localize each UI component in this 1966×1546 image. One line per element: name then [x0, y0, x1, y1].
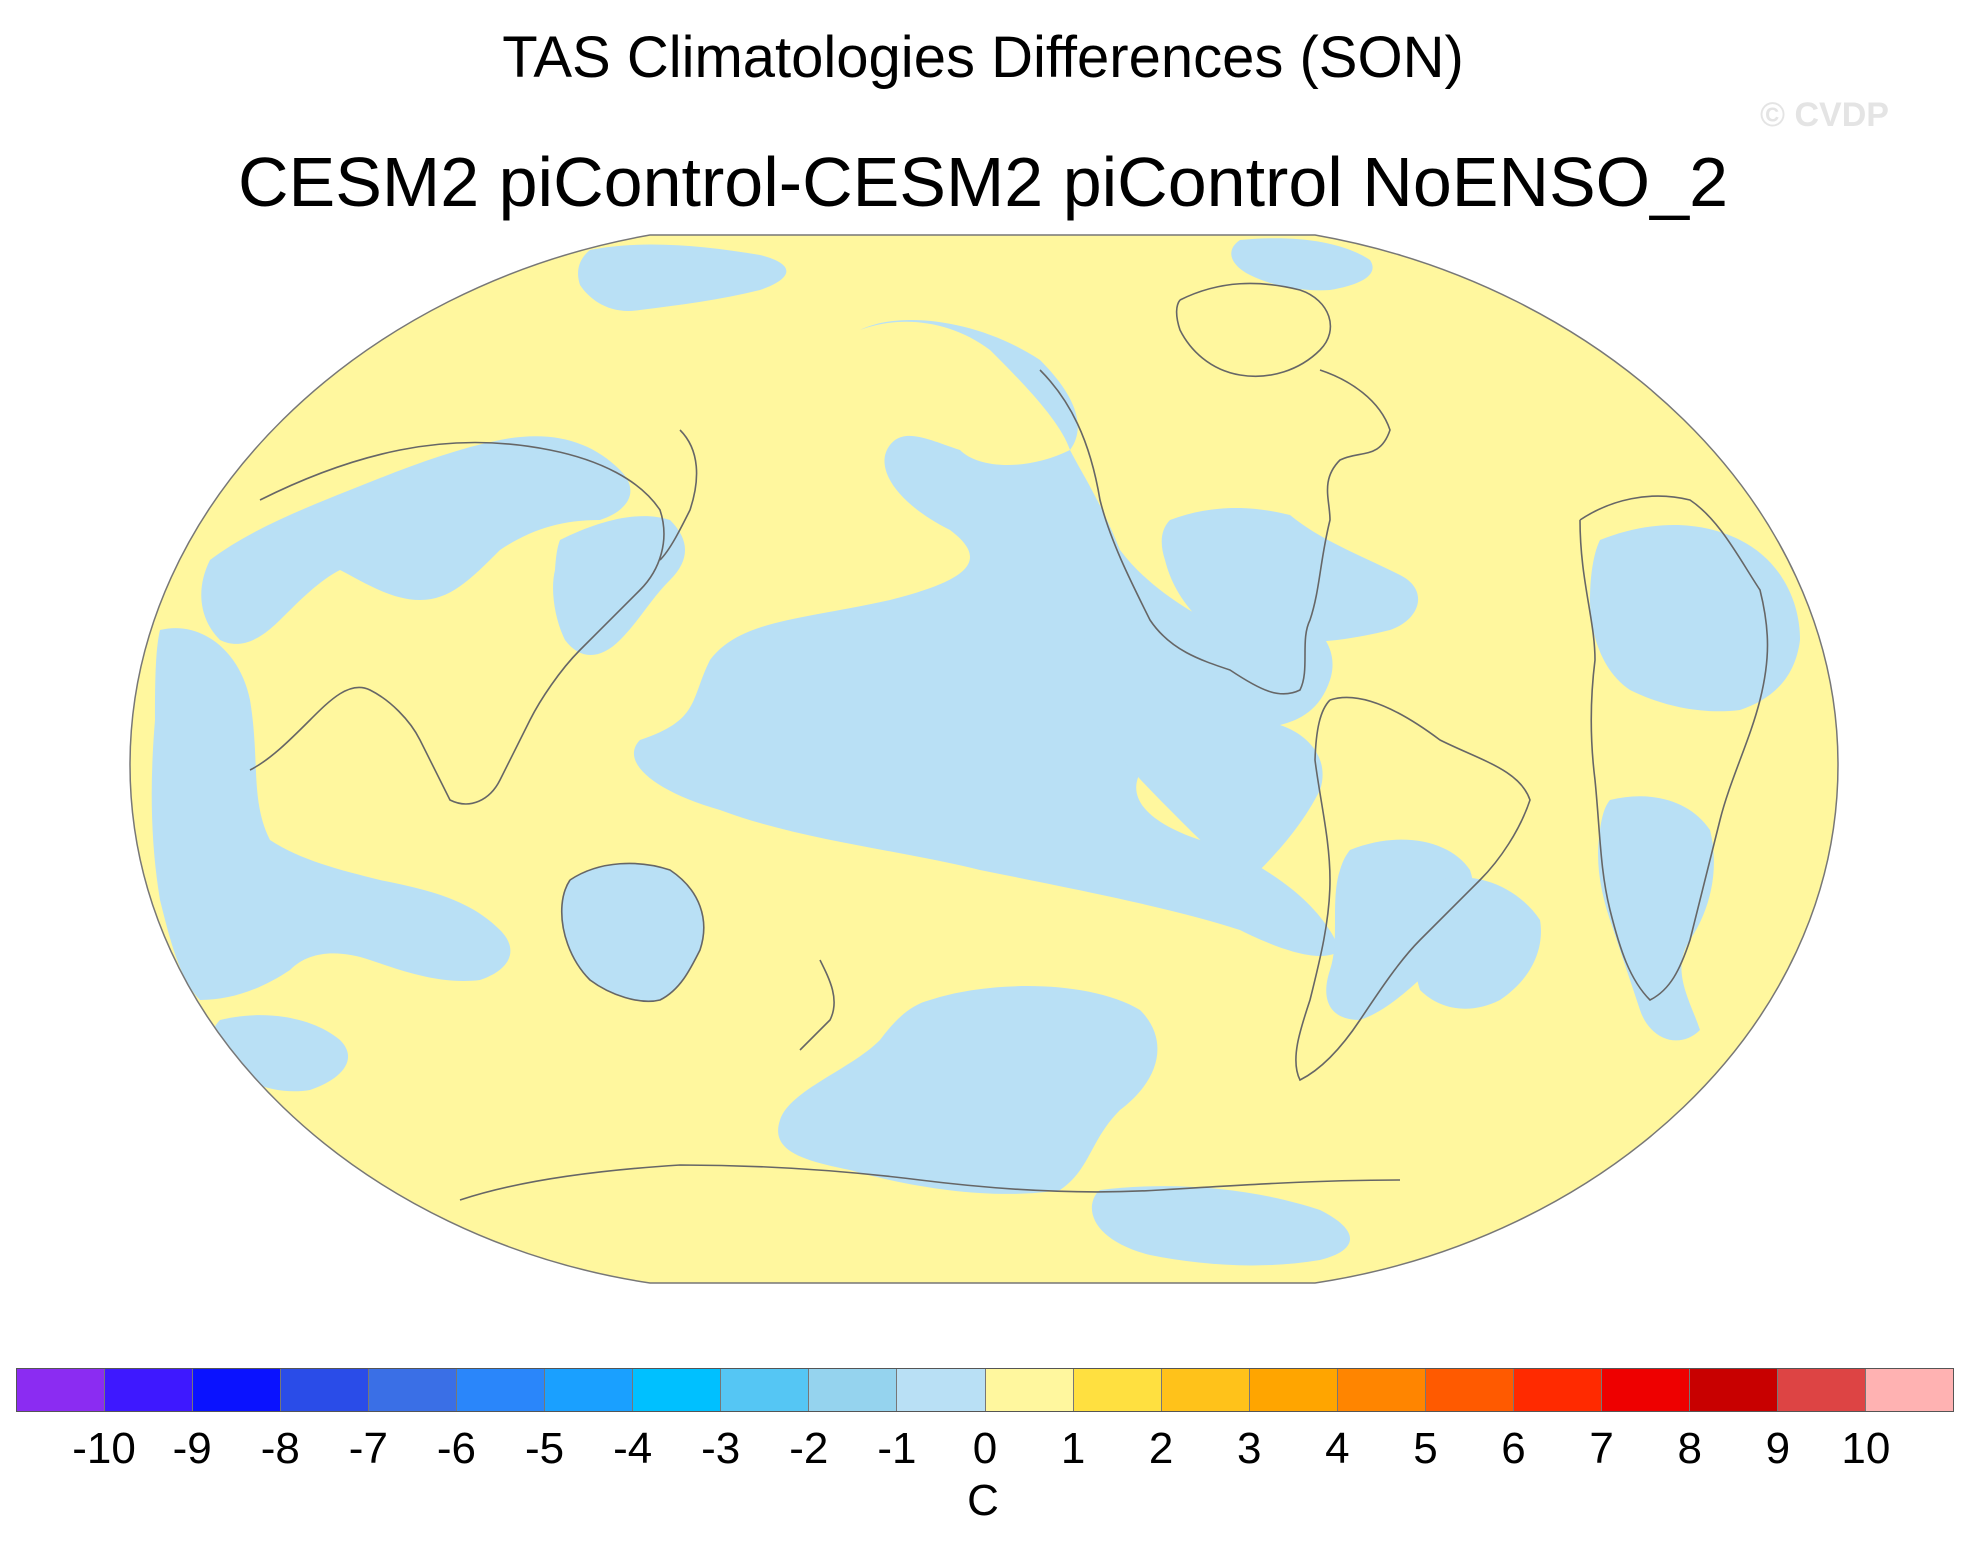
negative-region-indian-ocean	[151, 628, 511, 1000]
negative-region-arctic-west	[578, 244, 787, 311]
negative-region-southeast-indian	[1598, 796, 1714, 1041]
colorbar-swatch	[281, 1369, 370, 1411]
coastline-eurasia	[249, 441, 665, 805]
colorbar-swatch	[809, 1369, 898, 1411]
colorbar-swatch	[1777, 1369, 1866, 1411]
colorbar-tick-label: 10	[1841, 1424, 1891, 1473]
colorbar-unit: C	[967, 1476, 999, 1525]
negative-region-south-atlantic	[1326, 839, 1474, 1020]
colorbar-tick-label: -3	[701, 1424, 741, 1473]
colorbar-tick-label: -5	[524, 1424, 565, 1473]
colorbar-swatch	[457, 1369, 546, 1411]
colorbar-tick-label: 0	[972, 1424, 998, 1473]
colorbar	[16, 1368, 1954, 1412]
colorbar-swatch	[1337, 1369, 1426, 1411]
colorbar-tick-label: -2	[789, 1424, 829, 1473]
colorbar-tick-labels: -10 -9 -8 -7 -6 -5 -4 -3 -2 -1 0 1 2 3 4 5 6 7 8 9 10	[0, 1424, 1966, 1484]
coastlines	[249, 282, 1769, 1201]
colorbar-tick-label: 4	[1325, 1424, 1350, 1473]
colorbar-swatch	[633, 1369, 722, 1411]
colorbar-tick-label: -4	[613, 1424, 653, 1473]
colorbar-tick-label: 6	[1501, 1424, 1526, 1473]
colorbar-swatch	[105, 1369, 194, 1411]
coastline-new-zealand	[799, 959, 835, 1051]
negative-region-north-atlantic	[1161, 508, 1419, 644]
colorbar-swatch	[1513, 1369, 1602, 1411]
colorbar-tick-label: 9	[1765, 1424, 1791, 1473]
coastline-africa	[1579, 495, 1769, 1001]
colorbar-swatch	[985, 1369, 1074, 1411]
colorbar-swatch	[897, 1369, 986, 1411]
coastline-north-america	[1039, 369, 1391, 695]
negative-region-southern-ocean	[1091, 1186, 1350, 1266]
colorbar-swatch	[1865, 1369, 1954, 1411]
negative-region-east-pacific	[1076, 607, 1333, 880]
colorbar-tick-label: -6	[436, 1424, 477, 1473]
colorbar-swatch	[1073, 1369, 1162, 1411]
colorbar-swatch	[1161, 1369, 1250, 1411]
negative-region-arctic-east	[1231, 238, 1373, 291]
map-boundary	[129, 234, 1839, 1284]
figure-subtitle: CESM2 piControl-CESM2 piControl NoENSO_2	[238, 143, 1728, 221]
world-map	[129, 234, 1839, 1284]
negative-region-central-pacific	[633, 320, 1340, 956]
colorbar-tick-label: 1	[1060, 1424, 1086, 1473]
map-fill-layer	[130, 235, 1838, 1283]
colorbar-tick-label: 8	[1677, 1424, 1702, 1473]
colorbar-tick-label: 2	[1148, 1424, 1174, 1473]
watermark: © CVDP	[1760, 96, 1889, 134]
colorbar-tick-label: -7	[348, 1424, 388, 1473]
colorbar-swatch	[1601, 1369, 1690, 1411]
negative-region-weddell	[205, 1135, 339, 1200]
negative-region-south-pacific	[778, 986, 1158, 1194]
colorbar-tick-label: -10	[72, 1424, 136, 1473]
colorbar-swatch	[17, 1369, 106, 1411]
colorbar-swatch	[1425, 1369, 1514, 1411]
figure-title: TAS Climatologies Differences (SON)	[502, 25, 1464, 90]
colorbar-tick-label: -9	[172, 1424, 212, 1473]
negative-region-asia	[201, 436, 631, 644]
colorbar-swatch	[193, 1369, 282, 1411]
colorbar-swatch	[721, 1369, 810, 1411]
colorbar-swatch	[545, 1369, 634, 1411]
coastline-greenland	[1175, 282, 1332, 378]
colorbar-swatch	[1249, 1369, 1338, 1411]
negative-region-east-asia	[553, 516, 685, 655]
colorbar-tick-label: 7	[1589, 1424, 1614, 1473]
colorbar-swatch	[369, 1369, 458, 1411]
colorbar-tick-label: 3	[1237, 1424, 1262, 1473]
negative-region-australia	[561, 863, 704, 1002]
coastline-japan	[659, 429, 698, 561]
colorbar-swatch	[1689, 1369, 1778, 1411]
negative-region-southwest-atlantic	[1415, 877, 1541, 1009]
coastline-antarctica	[459, 1164, 1401, 1201]
colorbar-tick-label: 5	[1413, 1424, 1438, 1473]
coastline-south-america	[1295, 696, 1531, 1082]
colorbar-tick-label: -8	[260, 1424, 300, 1473]
coastline-australia	[560, 862, 705, 1003]
colorbar-tick-label: -1	[877, 1424, 917, 1473]
